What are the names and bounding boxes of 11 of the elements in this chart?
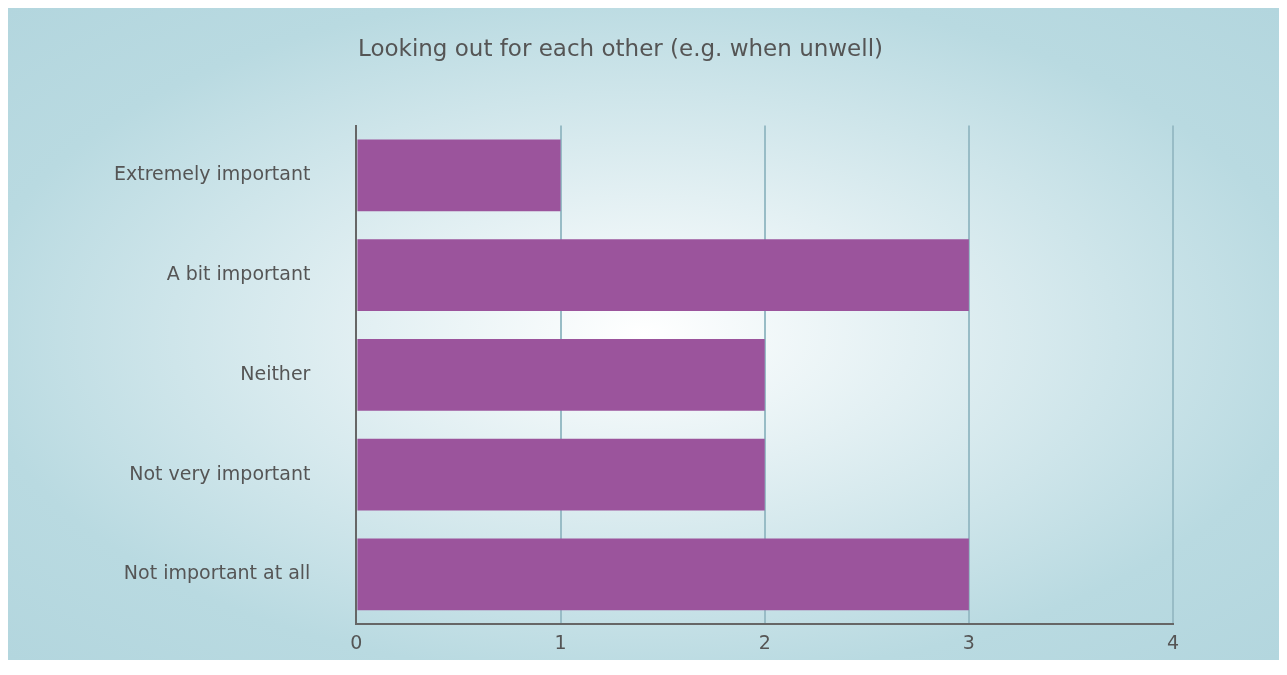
x-tick-label: 0 — [350, 630, 363, 653]
y-tick-label: Not very important — [129, 461, 311, 484]
x-tick-label: 1 — [554, 630, 567, 653]
y-tick-label: Not important at all — [123, 561, 311, 584]
chart-title: Looking out for each other (e.g. when unwell) — [358, 34, 883, 61]
y-tick-label: A bit important — [166, 262, 311, 285]
y-tick-label: Extremely important — [113, 162, 311, 185]
x-tick-label: 4 — [1166, 630, 1180, 653]
x-tick-label: 3 — [962, 630, 975, 653]
y-tick-label: Neither — [240, 361, 311, 384]
x-tick-label: 2 — [758, 630, 771, 653]
